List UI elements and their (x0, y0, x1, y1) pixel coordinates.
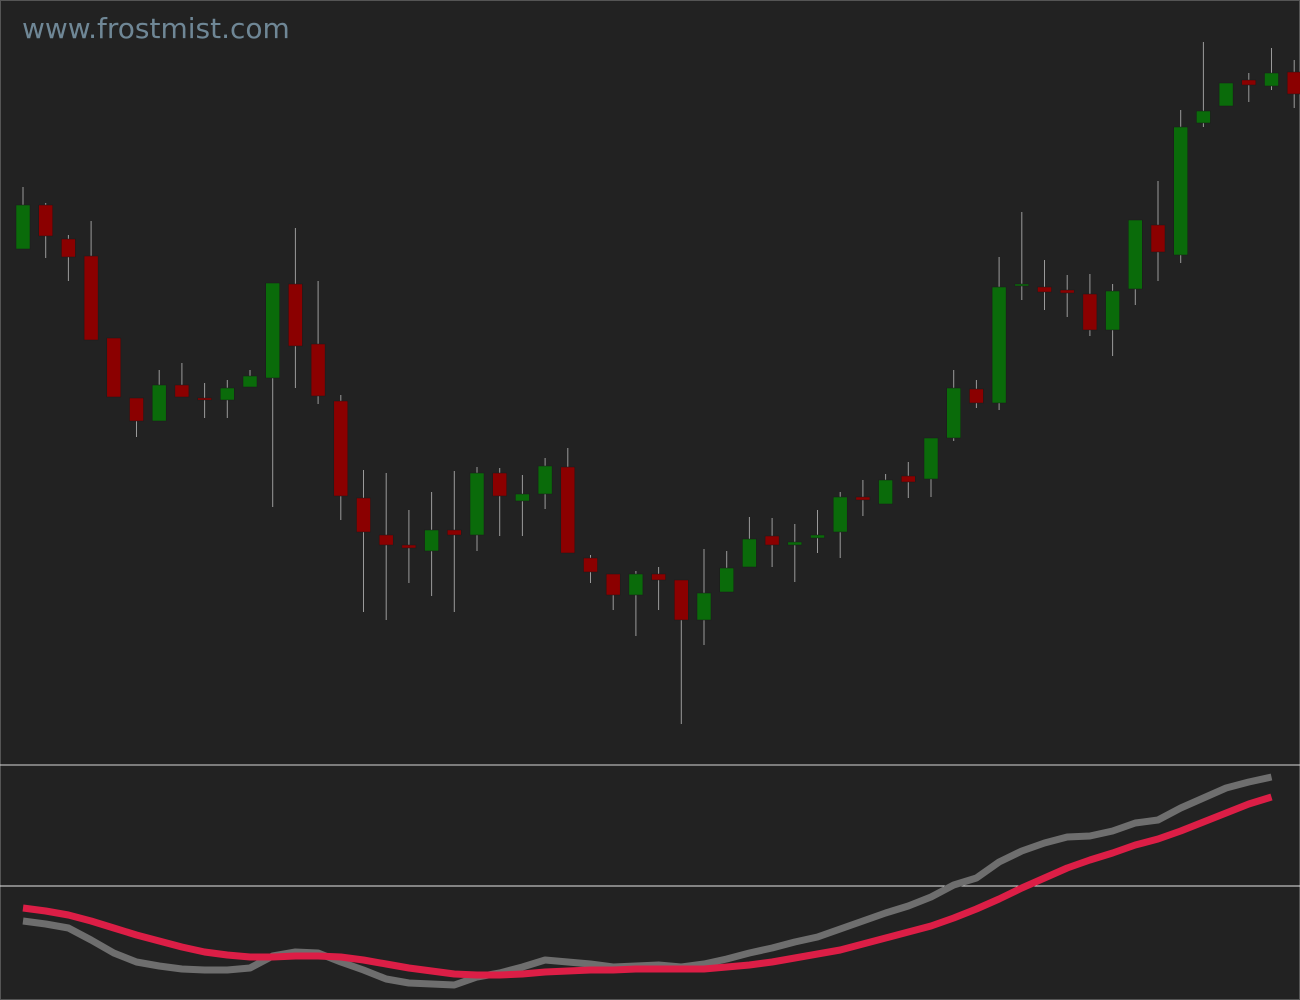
candle-body (129, 397, 144, 422)
candle-body (923, 437, 939, 480)
candle-body (1128, 219, 1143, 290)
candle-body (424, 529, 439, 552)
candle-body (605, 573, 621, 596)
candle-body (1264, 72, 1279, 87)
candle-body (174, 384, 190, 398)
candle-body (742, 538, 757, 568)
candle-body (1196, 110, 1211, 124)
candle-body (1286, 71, 1300, 95)
candle-body (537, 465, 553, 495)
candle-body (628, 573, 644, 596)
candle-body (288, 283, 303, 347)
candle-body (333, 400, 349, 497)
candle-body (583, 557, 598, 573)
candle-body (1173, 126, 1188, 256)
candle-body (61, 238, 76, 258)
candle-body (106, 337, 122, 398)
candle-body (83, 255, 99, 341)
candle-body (151, 384, 167, 422)
candle-body (674, 579, 689, 621)
candle-body (696, 592, 712, 621)
candle-body (719, 567, 734, 593)
candle-body (515, 493, 530, 502)
candle-body (1218, 82, 1234, 107)
candle-body (901, 475, 916, 483)
candle-body (1037, 286, 1052, 293)
candle-body (220, 387, 235, 401)
candle-body (447, 529, 462, 536)
candle-body (356, 497, 371, 533)
candle-body (1150, 224, 1166, 253)
candle-body (401, 544, 417, 549)
candle-body (310, 343, 326, 397)
candle-body (832, 496, 848, 533)
candle-body (265, 282, 280, 379)
candle-body (15, 204, 31, 250)
candle-body (946, 387, 961, 439)
candle-body (242, 375, 258, 388)
candle-body (197, 397, 212, 401)
candle-body (651, 573, 666, 581)
candle-body (38, 204, 53, 237)
candle-body (855, 496, 871, 501)
candle-body (810, 534, 825, 539)
indicator-line (22, 793, 1273, 979)
candle-body (969, 388, 984, 404)
candle-body (878, 479, 893, 505)
candle-body (492, 472, 507, 497)
watermark: www.frostmist.com (22, 12, 290, 45)
candle-body (1082, 293, 1098, 331)
candle-body (991, 286, 1007, 404)
candle-body (787, 541, 803, 546)
candle-body (1241, 79, 1257, 86)
candle-body (378, 534, 394, 546)
candle-body (469, 472, 485, 536)
candle-body (560, 466, 576, 554)
candle-body (1059, 289, 1075, 294)
candle-body (764, 535, 780, 546)
candle-body (1014, 283, 1030, 287)
candle-body (1105, 290, 1120, 331)
